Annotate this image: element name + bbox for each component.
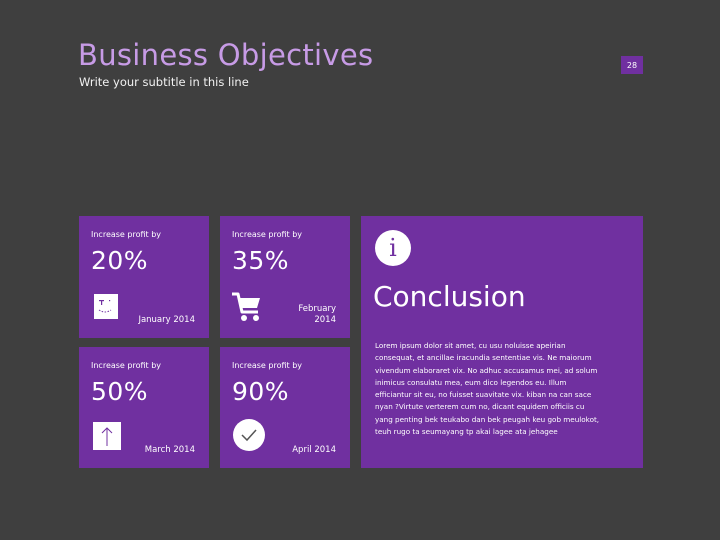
tile-value: 20% xyxy=(91,246,149,275)
checkmark-icon xyxy=(232,418,266,456)
tile-label: Increase profit by xyxy=(91,361,162,370)
arrow-up-icon xyxy=(93,422,121,454)
tile-label: Increase profit by xyxy=(91,230,162,239)
page-number-badge: 28 xyxy=(621,56,643,74)
slide-subtitle: Write your subtitle in this line xyxy=(79,75,249,89)
calendar-icon xyxy=(93,292,119,324)
info-icon: i xyxy=(375,230,411,266)
slide-title: Business Objectives xyxy=(78,38,374,72)
shopping-cart-icon xyxy=(230,290,264,328)
tile-date: February 2014 xyxy=(298,304,336,325)
tile-value: 50% xyxy=(91,377,149,406)
objective-tile-3: Increase profit by 50% March 2014 xyxy=(79,347,209,468)
tile-date: January 2014 xyxy=(138,315,195,325)
tile-value: 35% xyxy=(232,246,290,275)
tile-label: Increase profit by xyxy=(232,361,303,370)
objective-tile-4: Increase profit by 90% April 2014 xyxy=(220,347,350,468)
conclusion-panel: i Conclusion Lorem ipsum dolor sit amet,… xyxy=(361,216,643,468)
conclusion-heading: Conclusion xyxy=(373,280,526,313)
tile-label: Increase profit by xyxy=(232,230,303,239)
conclusion-body: Lorem ipsum dolor sit amet, cu usu nolui… xyxy=(375,341,600,437)
objective-tile-2: Increase profit by 35% February 2014 xyxy=(220,216,350,338)
tile-date: April 2014 xyxy=(292,445,336,455)
objective-tile-1: Increase profit by 20% January 2014 xyxy=(79,216,209,338)
tile-date: March 2014 xyxy=(144,445,195,455)
tile-value: 90% xyxy=(232,377,290,406)
